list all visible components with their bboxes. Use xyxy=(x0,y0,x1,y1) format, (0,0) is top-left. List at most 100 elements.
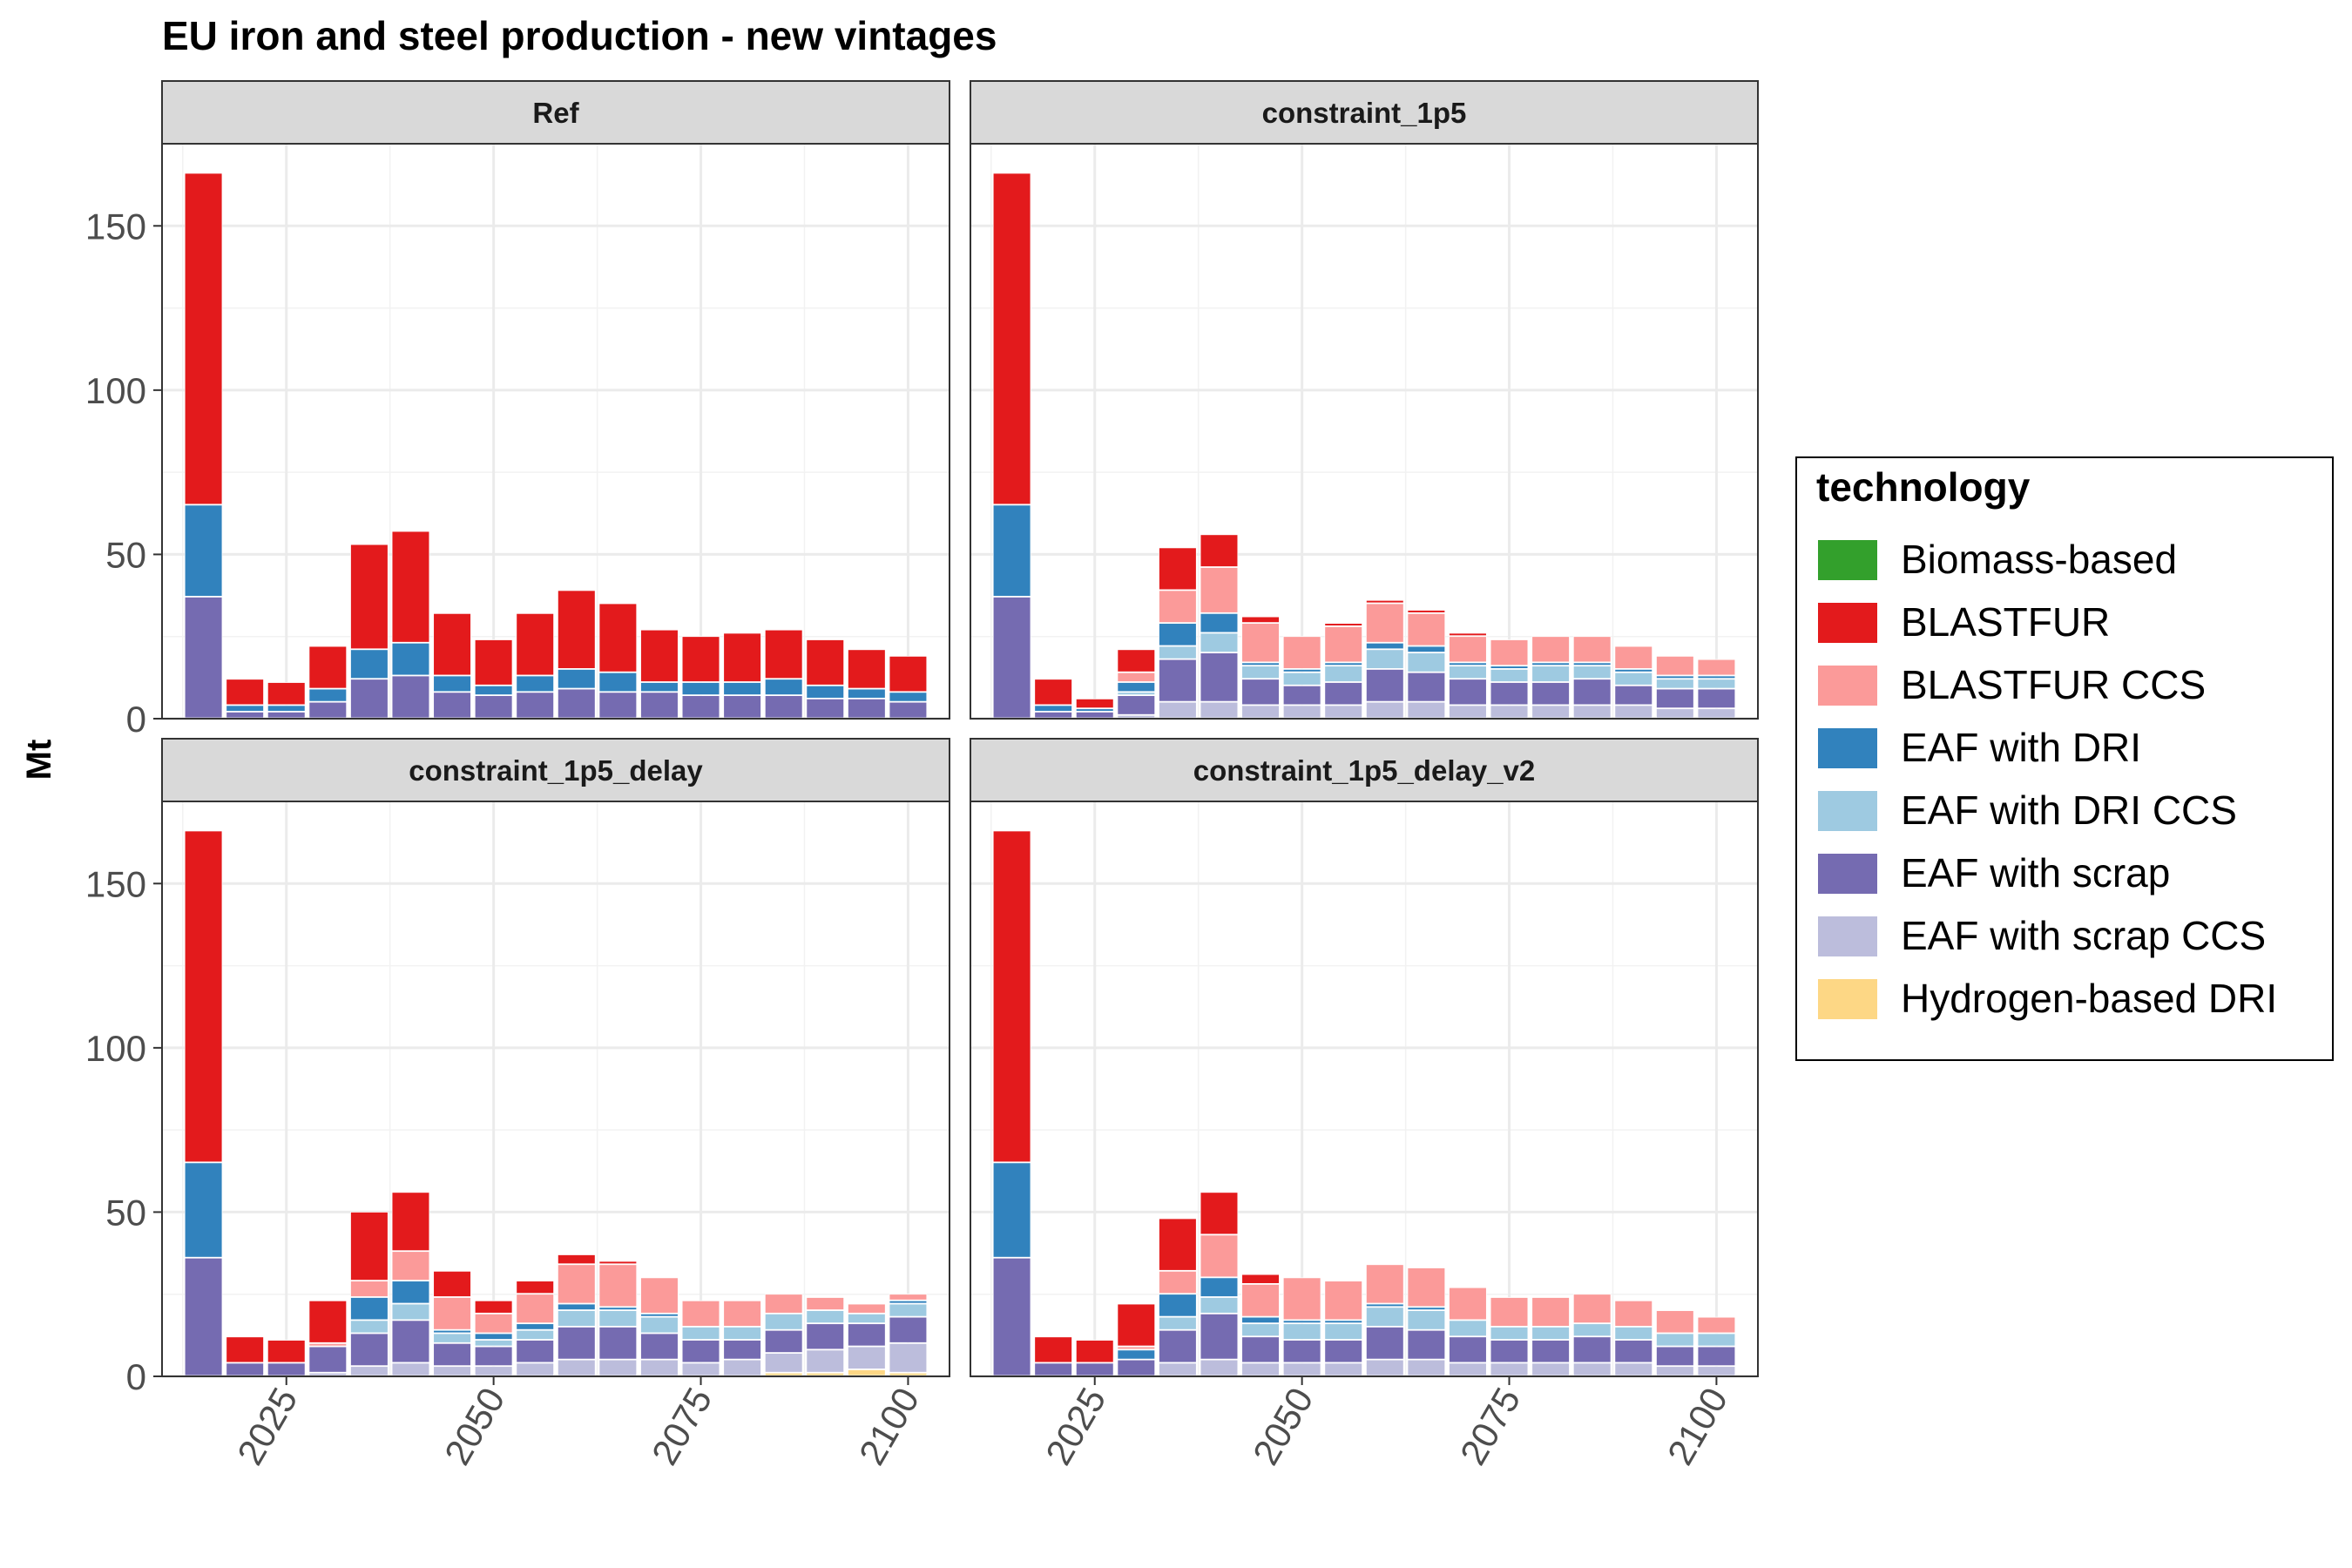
bar-segment xyxy=(1365,649,1404,669)
bar-segment xyxy=(1117,714,1156,719)
bar-segment xyxy=(1159,547,1197,591)
legend-swatch xyxy=(1818,540,1877,580)
bar-segment xyxy=(1117,1359,1156,1376)
bar-segment xyxy=(889,1300,928,1304)
bar-segment xyxy=(184,1162,223,1258)
bar-segment xyxy=(1656,679,1694,689)
bar-segment xyxy=(1490,705,1529,719)
bar-segment xyxy=(1200,632,1239,652)
bar-segment xyxy=(992,1257,1031,1376)
bar-segment xyxy=(1531,636,1570,663)
bar-segment xyxy=(806,1372,845,1376)
bar-segment xyxy=(1531,1340,1570,1363)
bar-segment xyxy=(889,1294,928,1301)
bar-segment xyxy=(764,1313,803,1330)
bar-segment xyxy=(1531,1297,1570,1327)
bar-segment xyxy=(1407,645,1446,652)
bar-segment xyxy=(308,1372,348,1376)
bar-segment xyxy=(1075,1362,1114,1376)
bar-segment xyxy=(1697,1366,1736,1376)
bar-segment xyxy=(184,597,223,719)
bar-segment xyxy=(1365,642,1404,650)
bar-segment xyxy=(848,1313,886,1324)
bar-segment xyxy=(1159,590,1197,624)
bar-segment xyxy=(1241,1284,1280,1317)
bar-segment xyxy=(1282,1340,1321,1363)
bar-segment xyxy=(889,692,928,702)
panel-border xyxy=(970,801,1759,1377)
bar-segment xyxy=(640,1313,679,1317)
bar-segment xyxy=(1075,712,1114,719)
y-tick-label: 0 xyxy=(126,699,146,740)
bar-segment xyxy=(1282,1320,1321,1324)
bar-segment xyxy=(1656,675,1694,679)
bar-segment xyxy=(1365,669,1404,702)
bar-segment xyxy=(723,1327,761,1340)
bar-segment xyxy=(557,1327,596,1360)
bar-segment xyxy=(806,685,845,699)
bar-segment xyxy=(433,1270,471,1297)
bar-segment xyxy=(640,1333,679,1360)
bar-segment xyxy=(1697,679,1736,689)
bar-segment xyxy=(681,636,720,682)
bar-segment xyxy=(1034,679,1072,706)
bar-segment xyxy=(1241,1274,1280,1284)
bar-segment xyxy=(1324,626,1363,663)
bar-segment xyxy=(474,1333,513,1340)
bar-segment xyxy=(184,1257,223,1376)
legend-swatch xyxy=(1818,666,1877,706)
bar-segment xyxy=(267,1340,306,1363)
bar-segment xyxy=(1324,1362,1363,1376)
bar-segment xyxy=(557,688,596,719)
bar-segment xyxy=(226,712,264,719)
bar-segment xyxy=(1159,1218,1197,1271)
bar-segment xyxy=(516,1329,555,1340)
bar-segment xyxy=(1365,1303,1404,1308)
bar-segment xyxy=(516,1323,555,1330)
bar-segment xyxy=(184,830,223,1163)
bar-segment xyxy=(1697,659,1736,676)
bar-segment xyxy=(723,1340,761,1360)
legend-swatch xyxy=(1818,854,1877,894)
bar-segment xyxy=(1365,1327,1404,1360)
bar-segment xyxy=(1531,666,1570,682)
bar-segment xyxy=(433,1366,471,1376)
bar-segment xyxy=(889,1342,928,1373)
bar-segment xyxy=(848,688,886,699)
bar-segment xyxy=(681,682,720,695)
bar-segment xyxy=(806,1310,845,1324)
bar-segment xyxy=(1200,1277,1239,1297)
legend-label: EAF with scrap CCS xyxy=(1901,913,2266,958)
bar-segment xyxy=(474,695,513,719)
legend-swatch xyxy=(1818,791,1877,831)
bar-segment xyxy=(1324,682,1363,706)
bar-segment xyxy=(1117,695,1156,715)
bar-segment xyxy=(598,603,638,672)
bar-segment xyxy=(1407,701,1446,719)
bar-segment xyxy=(1572,666,1612,679)
bar-segment xyxy=(1282,636,1321,669)
facet-strip xyxy=(161,80,950,145)
bar-segment xyxy=(1697,1346,1736,1367)
bar-segment xyxy=(350,679,389,719)
bar-segment xyxy=(1365,1359,1404,1376)
bar-segment xyxy=(1117,1349,1156,1360)
y-tick-label: 50 xyxy=(105,1192,146,1233)
facet-strip xyxy=(161,738,950,802)
bar-segment xyxy=(474,1300,513,1314)
bar-segment xyxy=(267,712,306,719)
bar-segment xyxy=(1200,534,1239,567)
bar-segment xyxy=(992,504,1031,597)
bar-segment xyxy=(1241,705,1280,719)
bar-segment xyxy=(848,1369,886,1376)
bar-segment xyxy=(1159,1362,1197,1376)
bar-segment xyxy=(1117,692,1156,695)
legend-label: BLASTFUR CCS xyxy=(1901,662,2206,707)
bar-segment xyxy=(1531,662,1570,666)
bar-segment xyxy=(598,672,638,693)
bar-segment xyxy=(889,1372,928,1376)
bar-segment xyxy=(1200,1234,1239,1278)
bar-segment xyxy=(308,701,348,719)
bar-segment xyxy=(640,692,679,719)
bar-segment xyxy=(806,1349,845,1373)
